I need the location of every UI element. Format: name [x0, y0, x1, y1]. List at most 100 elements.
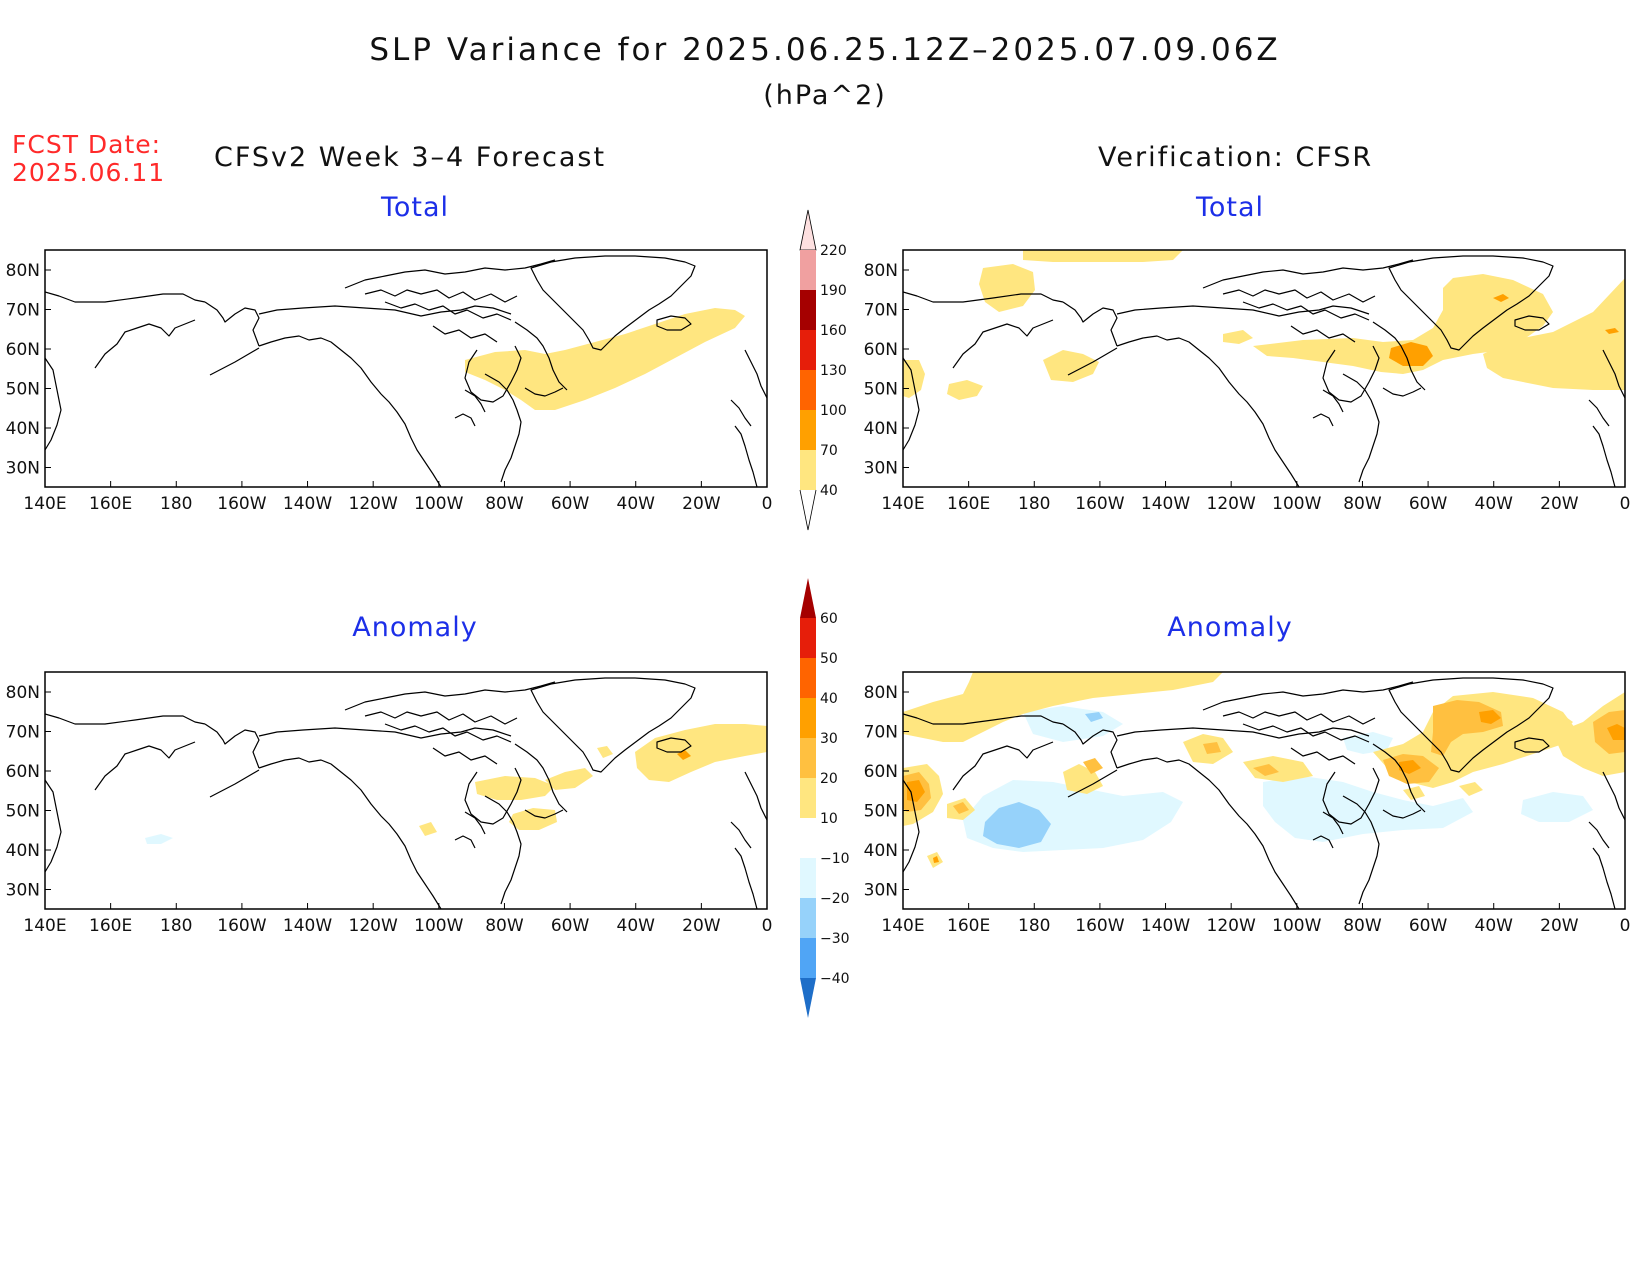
colorbar-anomaly-swatch — [800, 738, 816, 778]
forecast-anomaly-shading — [145, 724, 767, 844]
colorbar-total-label: 130 — [820, 363, 847, 379]
forecast-anomaly-lon-tick-label: 160W — [217, 916, 266, 936]
colorbar-anomaly-swatch — [800, 898, 816, 938]
colorbar-anomaly-label: −40 — [820, 971, 850, 987]
verification-total-lat-tick-label: 40N — [864, 419, 898, 439]
panel-verification-total — [902, 249, 1626, 488]
forecast-anomaly-lat-tick-label: 80N — [6, 683, 40, 703]
verification-total-lon-tick-label: 140W — [1141, 494, 1190, 514]
forecast-anomaly-lon-tick-label: 100W — [414, 916, 463, 936]
forecast-anomaly-lon-tick-label: 140E — [23, 916, 66, 936]
colorbar-total-label: 220 — [820, 243, 847, 259]
colorbar-anomaly-label: 20 — [820, 771, 838, 787]
forecast-total-lat-tick-label: 30N — [6, 459, 40, 479]
verification-column-title: Verification: CFSR — [1098, 142, 1374, 173]
panel-forecast-anomaly — [44, 671, 768, 910]
panel-title-forecast-total: Total — [380, 192, 450, 223]
forecast-anomaly-lon-tick-label: 40W — [617, 916, 656, 936]
colorbar-anomaly-swatch — [800, 778, 816, 818]
colorbar-anomaly-label: 30 — [820, 731, 838, 747]
forecast-total-shading — [465, 308, 745, 410]
colorbar-total-label: 70 — [820, 443, 838, 459]
verification-total-lon-tick-label: 160W — [1075, 494, 1124, 514]
verification-anomaly-lat-tick-label: 50N — [864, 802, 898, 822]
verification-total-lon-tick-label: 0 — [1620, 494, 1631, 514]
fcst-date-label: FCST Date: — [12, 130, 162, 159]
forecast-total-lon-tick-label: 140W — [283, 494, 332, 514]
verification-anomaly-lon-tick-label: 140E — [881, 916, 924, 936]
verification-anomaly-lon-tick-label: 60W — [1409, 916, 1448, 936]
verification-total-lon-tick-label: 160E — [947, 494, 990, 514]
forecast-anomaly-lat-tick-label: 60N — [6, 762, 40, 782]
forecast-total-lon-tick-label: 40W — [617, 494, 656, 514]
panel-title-forecast-anomaly: Anomaly — [352, 612, 478, 643]
forecast-total-lon-tick-label: 120W — [349, 494, 398, 514]
colorbar-anomaly-label: −30 — [820, 931, 850, 947]
colorbar-total-swatch — [800, 370, 816, 410]
verification-anomaly-lat-tick-label: 30N — [864, 881, 898, 901]
verification-total-lon-tick-label: 100W — [1272, 494, 1321, 514]
colorbar-total-swatch — [800, 450, 816, 490]
forecast-anomaly-lon-tick-label: 60W — [551, 916, 590, 936]
verification-anomaly-lon-tick-label: 0 — [1620, 916, 1631, 936]
colorbar-total-top-arrow — [799, 209, 817, 251]
panel-verification-anomaly — [902, 671, 1626, 910]
units-label: (hPa^2) — [763, 80, 887, 111]
colorbar-anomaly-label: 50 — [820, 651, 838, 667]
verification-total-lat-tick-label: 70N — [864, 301, 898, 321]
colorbar-total-bottom-arrow — [799, 489, 817, 531]
forecast-anomaly-lat-tick-label: 40N — [6, 841, 40, 861]
verification-total-lon-tick-label: 20W — [1540, 494, 1579, 514]
forecast-total-lon-tick-label: 100W — [414, 494, 463, 514]
verification-anomaly-lat-tick-label: 80N — [864, 683, 898, 703]
colorbar-total-swatch — [800, 250, 816, 290]
forecast-total-lon-tick-label: 160W — [217, 494, 266, 514]
verification-total-lat-tick-label: 80N — [864, 261, 898, 281]
colorbar-anomaly-swatch — [800, 698, 816, 738]
forecast-anomaly-lat-tick-label: 50N — [6, 802, 40, 822]
colorbar-anomaly-label: −10 — [820, 851, 850, 867]
forecast-anomaly-lon-tick-label: 0 — [762, 916, 773, 936]
colorbar-anomaly-swatch — [800, 938, 816, 978]
forecast-anomaly-lon-tick-label: 20W — [682, 916, 721, 936]
colorbar-total: 40 70 100 130 160 190 220 — [799, 209, 847, 531]
verification-anomaly-lon-tick-label: 40W — [1475, 916, 1514, 936]
verification-total-lat-tick-label: 50N — [864, 380, 898, 400]
verification-total-lat-tick-label: 60N — [864, 340, 898, 360]
colorbar-total-label: 160 — [820, 323, 847, 339]
colorbar-anomaly-label: 40 — [820, 691, 838, 707]
verification-anomaly-lon-tick-label: 20W — [1540, 916, 1579, 936]
forecast-anomaly-lon-tick-label: 80W — [485, 916, 524, 936]
verification-total-lon-tick-label: 80W — [1343, 494, 1382, 514]
axes-layer: 140E 160E 180 160W 140W 120W 100W 80W 60W 40W 20W 0… — [6, 261, 1631, 936]
colorbar-anomaly-swatch — [800, 818, 816, 858]
panel-forecast-total — [44, 249, 768, 488]
forecast-total-lon-tick-label: 160E — [89, 494, 132, 514]
forecast-column-title: CFSv2 Week 3–4 Forecast — [214, 142, 607, 173]
colorbar-anomaly-swatch — [800, 658, 816, 698]
verification-anomaly-lat-tick-label: 60N — [864, 762, 898, 782]
forecast-total-lat-tick-label: 40N — [6, 419, 40, 439]
forecast-total-lon-tick-label: 80W — [485, 494, 524, 514]
forecast-anomaly-lon-tick-label: 160E — [89, 916, 132, 936]
colorbar-anomaly-label: 60 — [820, 611, 838, 627]
colorbar-total-label: 100 — [820, 403, 847, 419]
verification-anomaly-lat-tick-label: 70N — [864, 723, 898, 743]
forecast-total-lat-tick-label: 50N — [6, 380, 40, 400]
verification-anomaly-lon-tick-label: 140W — [1141, 916, 1190, 936]
verification-anomaly-shading — [903, 672, 1625, 868]
forecast-total-lon-tick-label: 140E — [23, 494, 66, 514]
colorbar-anomaly-label: 10 — [820, 811, 838, 827]
verification-total-lon-tick-label: 40W — [1475, 494, 1514, 514]
verification-anomaly-lon-tick-label: 120W — [1207, 916, 1256, 936]
colorbar-total-swatch — [800, 330, 816, 370]
colorbar-anomaly: 60 50 40 30 20 10 −10 −20 −30 −40 — [800, 578, 850, 1018]
forecast-anomaly-lon-tick-label: 180 — [160, 916, 192, 936]
colorbar-total-label: 40 — [820, 483, 838, 499]
forecast-anomaly-lat-tick-label: 30N — [6, 881, 40, 901]
forecast-anomaly-lon-tick-label: 120W — [349, 916, 398, 936]
forecast-total-lat-tick-label: 70N — [6, 301, 40, 321]
verification-anomaly-lon-tick-label: 160W — [1075, 916, 1124, 936]
verification-anomaly-lon-tick-label: 100W — [1272, 916, 1321, 936]
